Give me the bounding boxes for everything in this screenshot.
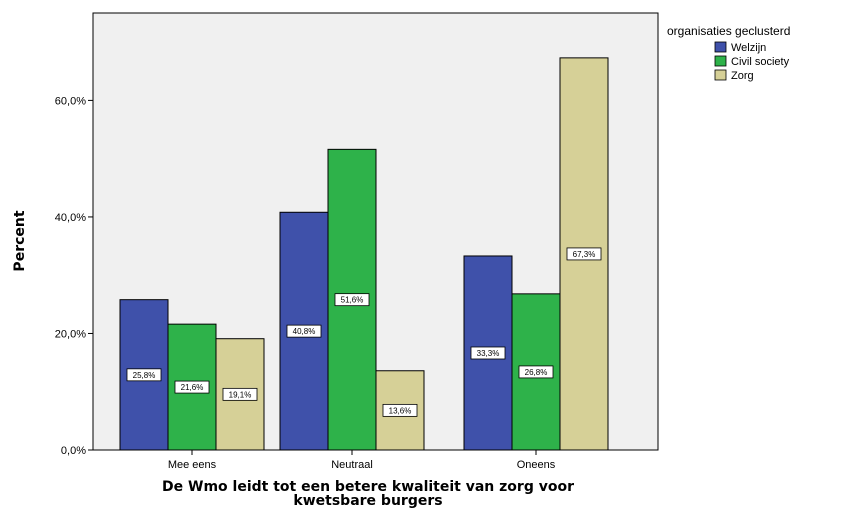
y-tick-label: 40,0% bbox=[55, 212, 86, 224]
data-label-box bbox=[382, 403, 418, 417]
data-label-box bbox=[518, 365, 554, 379]
data-label: 25,8% bbox=[133, 371, 156, 380]
x-axis-title-line-1: De Wmo leidt tot een betere kwaliteit va… bbox=[162, 479, 574, 495]
legend-title: organisaties geclusterd bbox=[667, 24, 790, 38]
data-label-box bbox=[174, 380, 210, 394]
legend-swatch bbox=[714, 41, 727, 53]
data-label-box bbox=[470, 346, 506, 360]
y-tick-label: 60,0% bbox=[55, 95, 86, 107]
data-label: 21,6% bbox=[181, 383, 204, 392]
legend-swatch bbox=[714, 55, 727, 67]
data-label-box bbox=[334, 293, 370, 307]
legend: organisaties geclusterd Welzijn Civil soc… bbox=[667, 24, 790, 82]
x-tick-label: Mee eens bbox=[168, 459, 217, 471]
y-axis: 0,0% 20,0% 40,0% 60,0% bbox=[55, 95, 93, 457]
data-label-box bbox=[566, 247, 602, 261]
data-label: 19,1% bbox=[229, 390, 252, 399]
data-label: 13,6% bbox=[389, 406, 412, 415]
x-tick-label: Oneens bbox=[517, 459, 556, 471]
data-label: 40,8% bbox=[293, 327, 316, 336]
data-label-box bbox=[126, 368, 162, 382]
data-label-box bbox=[222, 387, 258, 401]
legend-label: Welzijn bbox=[731, 42, 766, 54]
legend-swatch bbox=[714, 69, 727, 81]
data-label: 51,6% bbox=[341, 296, 364, 305]
y-tick-label: 20,0% bbox=[55, 328, 86, 340]
data-label: 67,3% bbox=[573, 250, 596, 259]
y-tick-label: 0,0% bbox=[61, 445, 86, 457]
data-label-box bbox=[286, 324, 322, 338]
bar-labels: 25,8% 40,8% 33,3% 21,6% 51,6% 26,8% 19,1% 13,6%… bbox=[126, 247, 602, 417]
data-label: 26,8% bbox=[525, 368, 548, 377]
legend-label: Zorg bbox=[731, 70, 754, 82]
legend-label: Civil society bbox=[731, 56, 790, 68]
x-axis: Mee eens Neutraal Oneens bbox=[168, 450, 556, 471]
x-tick-label: Neutraal bbox=[331, 459, 373, 471]
data-label: 33,3% bbox=[477, 349, 500, 358]
x-axis-title-line-2: kwetsbare burgers bbox=[293, 493, 442, 508]
y-axis-title: Percent bbox=[12, 210, 28, 271]
